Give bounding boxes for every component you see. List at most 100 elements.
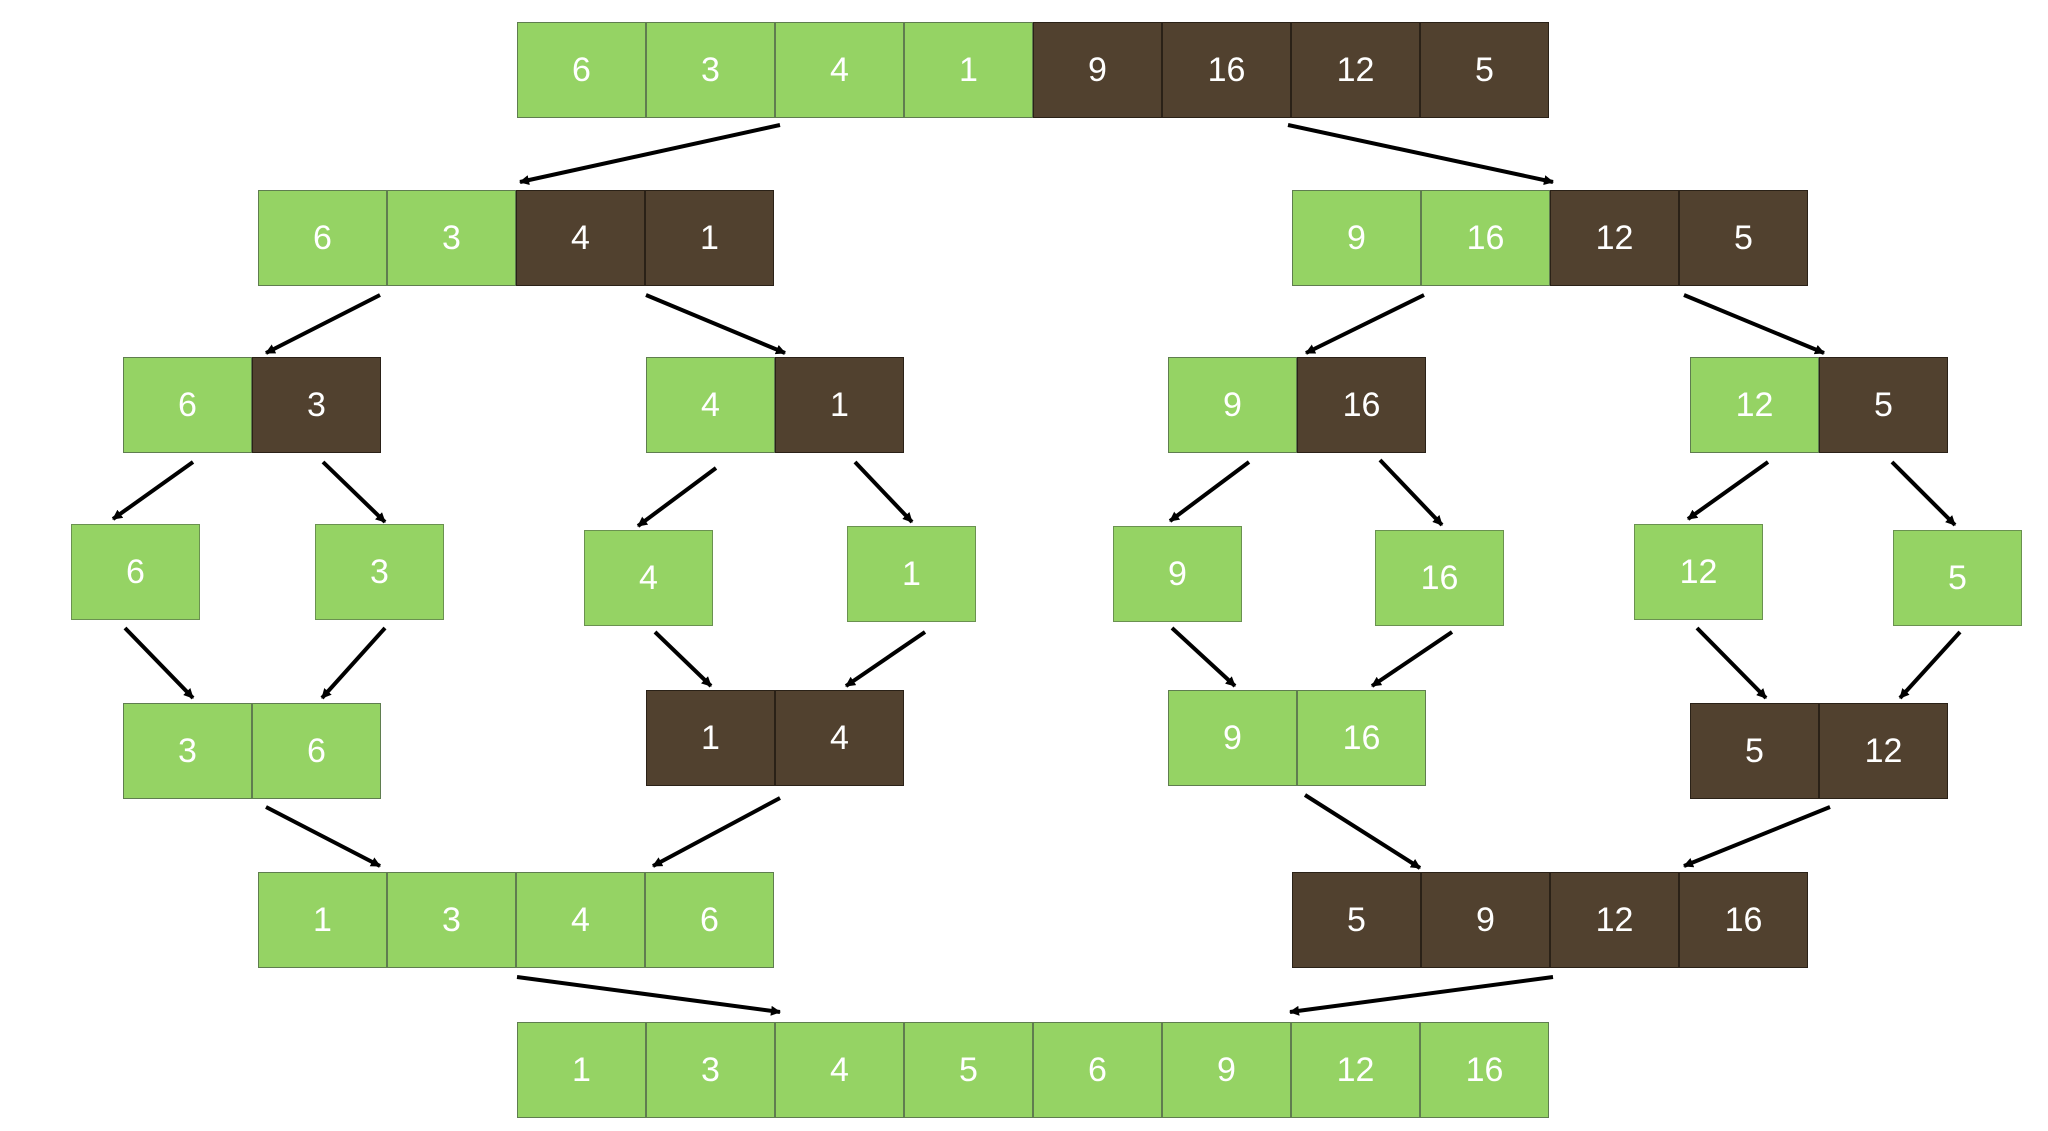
split-merge-arrow bbox=[1695, 626, 1768, 700]
cell-value: 16 bbox=[1465, 1051, 1504, 1089]
split-merge-arrow bbox=[321, 460, 387, 524]
array-cell: 4 bbox=[775, 22, 904, 118]
cell-value: 4 bbox=[571, 219, 590, 257]
cell-value: 6 bbox=[700, 901, 719, 939]
cell-value: 16 bbox=[1724, 901, 1763, 939]
cell-value: 6 bbox=[307, 732, 326, 770]
split-merge-arrow bbox=[1683, 805, 1831, 868]
array-cell: 4 bbox=[646, 357, 775, 453]
array-cell: 6 bbox=[71, 524, 200, 620]
array-cell: 12 bbox=[1291, 1022, 1420, 1118]
split-merge-arrow bbox=[111, 460, 195, 521]
array-cell: 3 bbox=[315, 524, 444, 620]
cell-value: 12 bbox=[1735, 386, 1774, 424]
cell-value: 6 bbox=[1088, 1051, 1107, 1089]
cell-value: 12 bbox=[1864, 732, 1903, 770]
array-cell: 3 bbox=[646, 22, 775, 118]
split-merge-arrow bbox=[844, 630, 927, 688]
array-cell: 5 bbox=[1420, 22, 1549, 118]
cell-value: 6 bbox=[572, 51, 591, 89]
split-merge-arrow bbox=[1305, 293, 1425, 355]
array-group: 6 3 4 1 bbox=[258, 190, 774, 286]
cell-value: 16 bbox=[1342, 719, 1381, 757]
array-cell: 16 bbox=[1421, 190, 1550, 286]
array-cell: 16 bbox=[1297, 357, 1426, 453]
cell-value: 9 bbox=[1168, 555, 1187, 593]
array-cell: 12 bbox=[1550, 190, 1679, 286]
array-group: 6 3 4 1 9 16 12 5 bbox=[517, 22, 1549, 118]
array-cell: 9 bbox=[1162, 1022, 1291, 1118]
cell-value: 12 bbox=[1336, 51, 1375, 89]
array-cell: 9 bbox=[1168, 357, 1297, 453]
array-cell: 9 bbox=[1168, 690, 1297, 786]
split-merge-arrow bbox=[320, 626, 387, 700]
array-group: 9 bbox=[1113, 526, 1242, 622]
cell-value: 3 bbox=[442, 219, 461, 257]
array-cell: 16 bbox=[1420, 1022, 1549, 1118]
cell-value: 12 bbox=[1595, 219, 1634, 257]
array-cell: 12 bbox=[1291, 22, 1420, 118]
array-cell: 4 bbox=[516, 872, 645, 968]
array-cell: 6 bbox=[252, 703, 381, 799]
cell-value: 12 bbox=[1336, 1051, 1375, 1089]
array-cell: 4 bbox=[775, 690, 904, 786]
array-cell: 3 bbox=[646, 1022, 775, 1118]
split-merge-arrow bbox=[1168, 460, 1251, 523]
cell-value: 4 bbox=[571, 901, 590, 939]
cell-value: 5 bbox=[1734, 219, 1753, 257]
array-cell: 9 bbox=[1033, 22, 1162, 118]
array-cell: 1 bbox=[517, 1022, 646, 1118]
split-merge-arrow bbox=[1890, 460, 1957, 527]
array-cell: 1 bbox=[775, 357, 904, 453]
array-group: 9 16 bbox=[1168, 690, 1426, 786]
split-merge-arrow bbox=[265, 293, 381, 355]
array-group: 1 bbox=[847, 526, 976, 622]
array-group: 1 3 4 5 6 9 12 16 bbox=[517, 1022, 1549, 1118]
array-cell: 3 bbox=[387, 190, 516, 286]
array-cell: 5 bbox=[1292, 872, 1421, 968]
cell-value: 6 bbox=[313, 219, 332, 257]
cell-value: 16 bbox=[1420, 559, 1459, 597]
cell-value: 16 bbox=[1466, 219, 1505, 257]
cell-value: 9 bbox=[1347, 219, 1366, 257]
cell-value: 9 bbox=[1217, 1051, 1236, 1089]
cell-value: 1 bbox=[572, 1051, 591, 1089]
array-group: 5 12 bbox=[1690, 703, 1948, 799]
array-cell: 16 bbox=[1375, 530, 1504, 626]
array-group: 12 bbox=[1634, 524, 1763, 620]
array-cell: 9 bbox=[1292, 190, 1421, 286]
cell-value: 3 bbox=[701, 1051, 720, 1089]
cell-value: 12 bbox=[1679, 553, 1718, 591]
cell-value: 4 bbox=[830, 1051, 849, 1089]
cell-value: 9 bbox=[1223, 386, 1242, 424]
split-merge-arrow bbox=[1683, 293, 1825, 355]
array-cell: 4 bbox=[516, 190, 645, 286]
cell-value: 5 bbox=[1948, 559, 1967, 597]
cell-value: 1 bbox=[313, 901, 332, 939]
split-merge-arrow bbox=[636, 466, 718, 528]
array-cell: 5 bbox=[1819, 357, 1948, 453]
split-merge-arrow bbox=[1289, 975, 1554, 1016]
array-cell: 3 bbox=[387, 872, 516, 968]
cell-value: 1 bbox=[959, 51, 978, 89]
split-merge-arrow bbox=[653, 630, 713, 688]
array-cell: 9 bbox=[1113, 526, 1242, 622]
array-group: 1 3 4 6 bbox=[258, 872, 774, 968]
cell-value: 5 bbox=[1745, 732, 1764, 770]
array-cell: 16 bbox=[1297, 690, 1426, 786]
cell-value: 3 bbox=[307, 386, 326, 424]
cell-value: 6 bbox=[178, 386, 197, 424]
array-cell: 16 bbox=[1679, 872, 1808, 968]
array-group: 9 16 bbox=[1168, 357, 1426, 453]
split-merge-arrow bbox=[645, 293, 786, 355]
array-cell: 12 bbox=[1550, 872, 1679, 968]
array-cell: 6 bbox=[645, 872, 774, 968]
array-group: 5 9 12 16 bbox=[1292, 872, 1808, 968]
array-cell: 12 bbox=[1819, 703, 1948, 799]
array-cell: 6 bbox=[258, 190, 387, 286]
